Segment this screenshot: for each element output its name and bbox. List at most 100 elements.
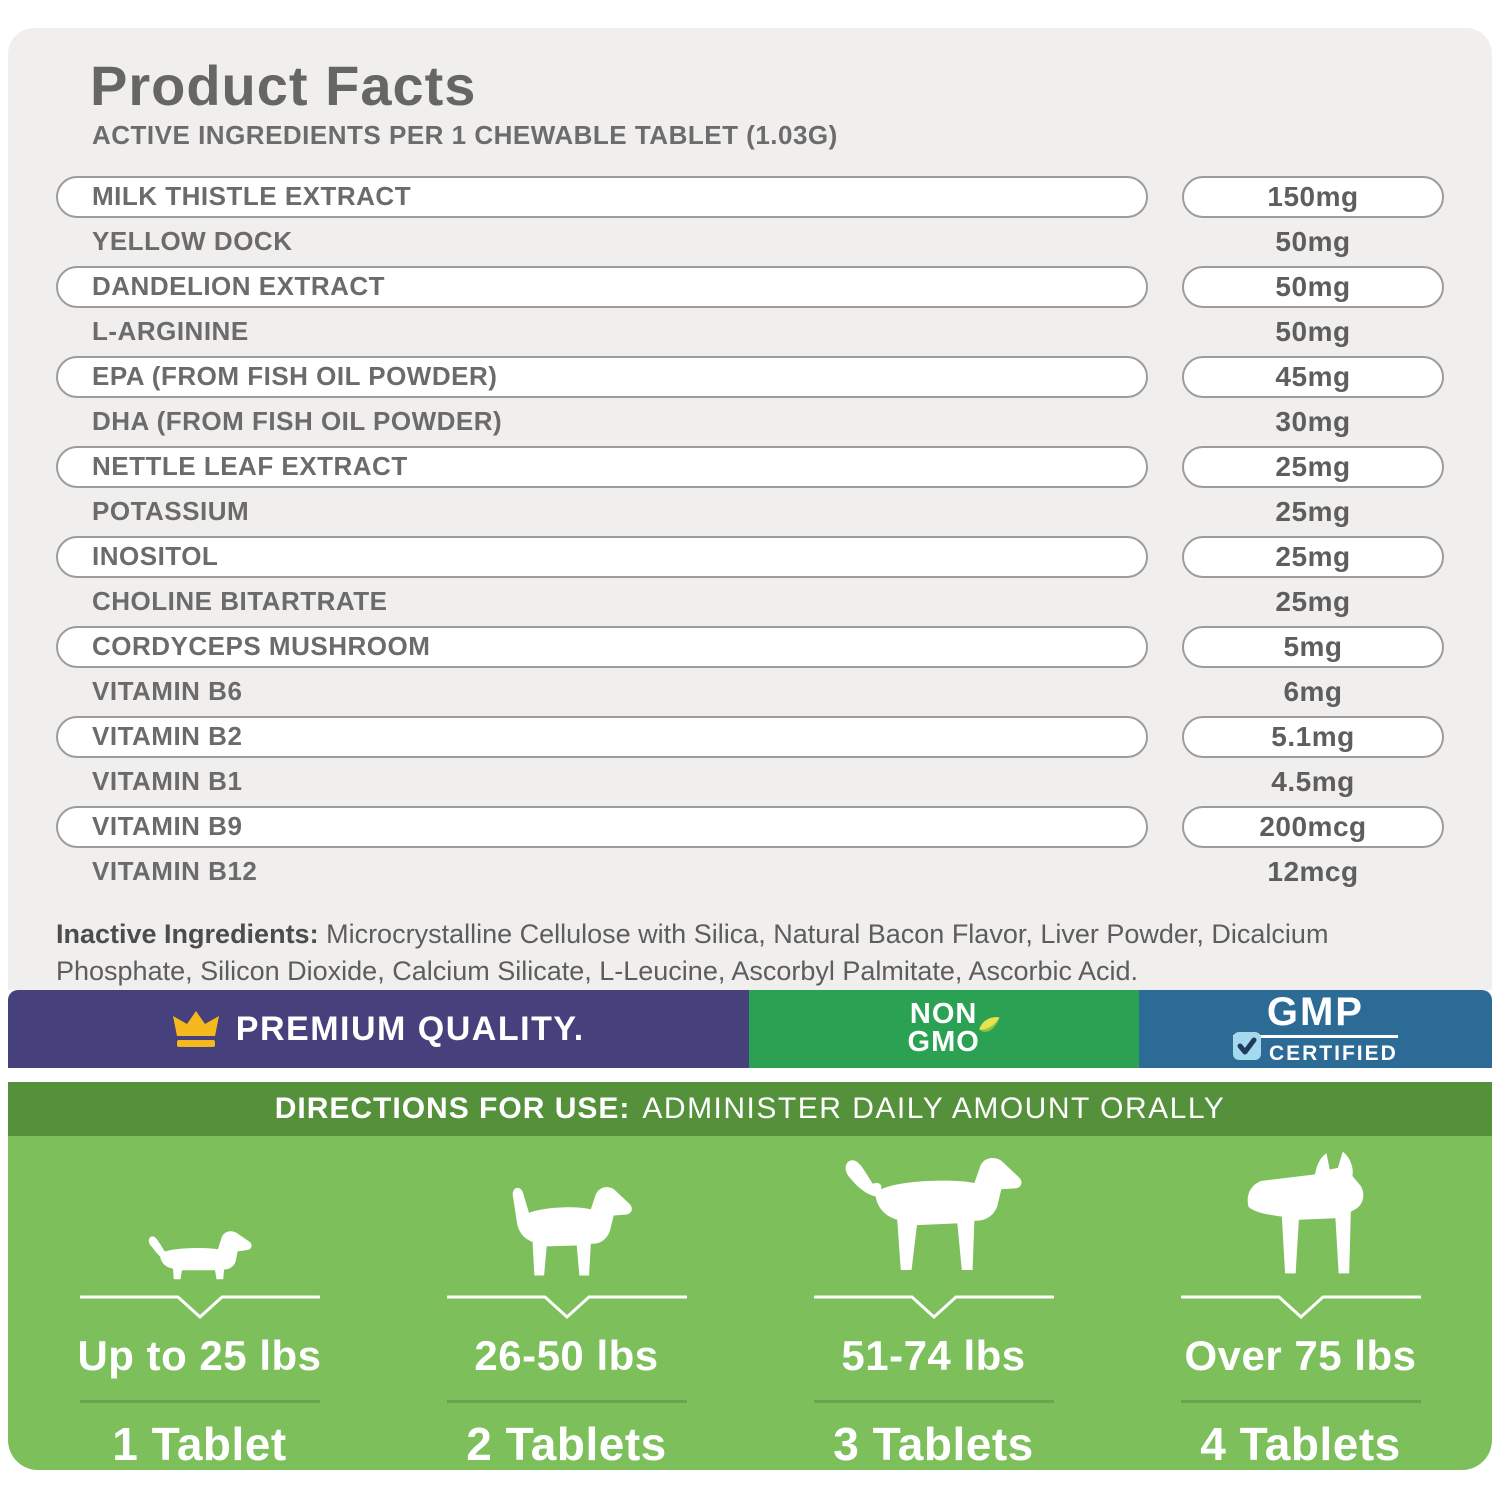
ingredient-name: VITAMIN B2 bbox=[56, 715, 1148, 758]
ingredient-name: VITAMIN B6 bbox=[92, 676, 243, 706]
ingredient-name: CHOLINE BITARTRATE bbox=[92, 586, 388, 616]
ingredient-amount: 50mg bbox=[1182, 265, 1444, 308]
ingredient-amount: 25mg bbox=[1275, 585, 1351, 617]
ingredient-amount: 50mg bbox=[1275, 315, 1351, 347]
ingredient-row: POTASSIUM 25mg bbox=[56, 489, 1444, 534]
chevron-down-icon bbox=[79, 1295, 320, 1320]
ingredient-amount: 6mg bbox=[1283, 675, 1343, 707]
ingredient-row: VITAMIN B9 200mcg bbox=[56, 804, 1444, 849]
gmp-certified-row: CERTIFIED bbox=[1232, 1032, 1398, 1066]
non-gmo-badge: NON GMO bbox=[748, 990, 1139, 1068]
gmp-title: GMP bbox=[1266, 990, 1364, 1034]
ingredient-name: EPA (FROM FISH OIL POWDER) bbox=[56, 355, 1148, 398]
tablet-count: 4 Tablets bbox=[1200, 1418, 1401, 1470]
ingredient-table: MILK THISTLE EXTRACT 150mg YELLOW DOCK 5… bbox=[56, 174, 1444, 894]
dachshund-dog-icon bbox=[148, 1231, 252, 1280]
ingredient-name: DHA (FROM FISH OIL POWDER) bbox=[92, 406, 503, 436]
dosage-column-large: 51-74 lbs 3 Tablets bbox=[750, 1150, 1117, 1470]
ingredient-name: POTASSIUM bbox=[92, 496, 250, 526]
ingredient-row: DANDELION EXTRACT 50mg bbox=[56, 264, 1444, 309]
ingredient-amount: 25mg bbox=[1182, 445, 1444, 488]
ingredient-amount: 150mg bbox=[1182, 175, 1444, 218]
inactive-ingredients-text: Microcrystalline Cellulose with Silica, … bbox=[56, 919, 1329, 986]
ingredient-name: DANDELION EXTRACT bbox=[56, 265, 1148, 308]
divider bbox=[1180, 1400, 1421, 1403]
dosage-column-xlarge: Over 75 lbs 4 Tablets bbox=[1117, 1150, 1484, 1470]
weight-range: 51-74 lbs bbox=[841, 1332, 1026, 1379]
ingredient-name: MILK THISTLE EXTRACT bbox=[56, 175, 1148, 218]
premium-quality-badge: PREMIUM QUALITY. bbox=[8, 990, 749, 1068]
weight-range: Up to 25 lbs bbox=[77, 1332, 322, 1379]
ingredient-name: YELLOW DOCK bbox=[92, 226, 293, 256]
tablet-count: 2 Tablets bbox=[466, 1418, 667, 1470]
ingredient-name: VITAMIN B12 bbox=[92, 856, 258, 886]
dog-box bbox=[829, 1150, 1039, 1288]
ingredient-amount: 25mg bbox=[1182, 535, 1444, 578]
check-badge-icon bbox=[1232, 1032, 1261, 1060]
gmp-certified-badge: GMP CERTIFIED bbox=[1138, 990, 1492, 1068]
leaf-icon bbox=[978, 1017, 1000, 1032]
ingredient-row: MILK THISTLE EXTRACT 150mg bbox=[56, 174, 1444, 219]
dog-box bbox=[492, 1150, 642, 1288]
beagle-dog-icon bbox=[512, 1187, 632, 1276]
ingredient-row: DHA (FROM FISH OIL POWDER) 30mg bbox=[56, 399, 1444, 444]
tablet-count: 3 Tablets bbox=[833, 1418, 1034, 1470]
directions-card: DIRECTIONS FOR USE: ADMINISTER DAILY AMO… bbox=[8, 1082, 1492, 1470]
ingredient-row: CHOLINE BITARTRATE 25mg bbox=[56, 579, 1444, 624]
ingredient-amount: 30mg bbox=[1275, 405, 1351, 437]
crown-icon bbox=[172, 1011, 219, 1047]
dog-box bbox=[1218, 1150, 1383, 1288]
ingredient-row: YELLOW DOCK 50mg bbox=[56, 219, 1444, 264]
directions-bar: DIRECTIONS FOR USE: ADMINISTER DAILY AMO… bbox=[8, 1082, 1492, 1136]
inactive-ingredients: Inactive Ingredients: Microcrystalline C… bbox=[56, 916, 1444, 990]
divider bbox=[79, 1400, 320, 1403]
ingredient-name: INOSITOL bbox=[56, 535, 1148, 578]
non-gmo-line1: NON bbox=[909, 998, 978, 1031]
gmp-certified-label: CERTIFIED bbox=[1268, 1042, 1398, 1065]
ingredient-row: VITAMIN B2 5.1mg bbox=[56, 714, 1444, 759]
page-title: Product Facts bbox=[90, 54, 477, 117]
tablet-count: 1 Tablet bbox=[112, 1418, 287, 1470]
ingredient-amount: 5.1mg bbox=[1182, 715, 1444, 758]
chevron-down-icon bbox=[813, 1295, 1054, 1320]
ingredient-row: VITAMIN B1 4.5mg bbox=[56, 759, 1444, 804]
ingredient-amount: 5mg bbox=[1182, 625, 1444, 668]
ingredient-row: EPA (FROM FISH OIL POWDER) 45mg bbox=[56, 354, 1444, 399]
inactive-ingredients-label: Inactive Ingredients: bbox=[56, 919, 319, 949]
product-facts-card: Product Facts ACTIVE INGREDIENTS PER 1 C… bbox=[8, 28, 1492, 990]
non-gmo-line2: GMO bbox=[907, 1026, 980, 1058]
divider bbox=[813, 1400, 1054, 1403]
chevron-down-icon bbox=[446, 1295, 687, 1320]
badge-band: PREMIUM QUALITY. NON GMO GMP CERTIFIED bbox=[8, 990, 1492, 1068]
dosage-table: Up to 25 lbs 1 Tablet 26-50 lbs 2 Tablet… bbox=[8, 1136, 1492, 1470]
ingredient-row: VITAMIN B12 12mcg bbox=[56, 849, 1444, 894]
dosage-column-small: Up to 25 lbs 1 Tablet bbox=[16, 1150, 383, 1470]
ingredient-name: CORDYCEPS MUSHROOM bbox=[56, 625, 1148, 668]
ingredient-name: VITAMIN B1 bbox=[92, 766, 243, 796]
page-subtitle: ACTIVE INGREDIENTS PER 1 CHEWABLE TABLET… bbox=[92, 120, 838, 150]
ingredient-name: L-ARGININE bbox=[92, 316, 249, 346]
dosage-column-medium: 26-50 lbs 2 Tablets bbox=[383, 1150, 750, 1470]
premium-quality-label: PREMIUM QUALITY. bbox=[235, 1009, 585, 1048]
chevron-down-icon bbox=[1180, 1295, 1421, 1320]
weight-range: Over 75 lbs bbox=[1184, 1332, 1417, 1379]
ingredient-amount: 200mcg bbox=[1182, 805, 1444, 848]
directions-text: ADMINISTER DAILY AMOUNT ORALLY bbox=[642, 1092, 1226, 1125]
ingredient-row: L-ARGININE 50mg bbox=[56, 309, 1444, 354]
ingredient-name: VITAMIN B9 bbox=[56, 805, 1148, 848]
ingredient-amount: 50mg bbox=[1275, 225, 1351, 257]
ingredient-row: INOSITOL 25mg bbox=[56, 534, 1444, 579]
weight-range: 26-50 lbs bbox=[474, 1332, 659, 1379]
dog-box bbox=[140, 1150, 260, 1288]
directions-label: DIRECTIONS FOR USE: bbox=[274, 1092, 631, 1125]
ingredient-name: NETTLE LEAF EXTRACT bbox=[56, 445, 1148, 488]
retriever-dog-icon bbox=[845, 1158, 1021, 1271]
ingredient-amount: 45mg bbox=[1182, 355, 1444, 398]
ingredient-amount: 25mg bbox=[1275, 495, 1351, 527]
band-gap bbox=[8, 1068, 1492, 1082]
ingredient-row: CORDYCEPS MUSHROOM 5mg bbox=[56, 624, 1444, 669]
ingredient-amount: 12mcg bbox=[1267, 855, 1359, 887]
boxer-dog-icon bbox=[1247, 1151, 1364, 1274]
ingredient-row: NETTLE LEAF EXTRACT 25mg bbox=[56, 444, 1444, 489]
ingredient-amount: 4.5mg bbox=[1271, 765, 1355, 797]
